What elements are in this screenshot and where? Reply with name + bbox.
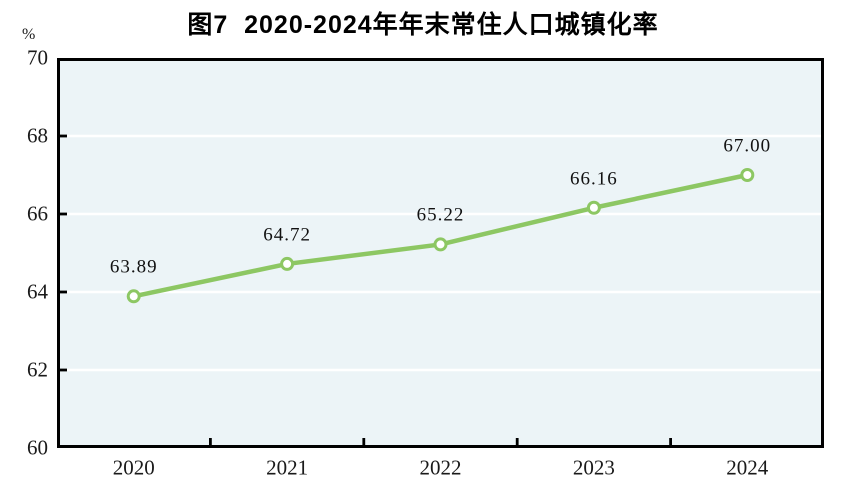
data-label: 64.72 <box>263 224 311 246</box>
x-tick-label: 2024 <box>726 455 769 480</box>
data-point-marker <box>280 256 295 271</box>
y-tick-label: 70 <box>27 45 48 70</box>
plot-area <box>57 58 824 448</box>
plot-border <box>57 58 824 448</box>
chart-title: 图7 2020-2024年年末常住人口城镇化率 <box>187 11 659 39</box>
plot-background <box>57 58 824 448</box>
y-tick-label: 66 <box>27 201 48 226</box>
x-tick-label: 2020 <box>112 455 155 480</box>
data-label: 65.22 <box>416 204 465 226</box>
x-tick-label: 2022 <box>419 455 462 480</box>
data-label: 67.00 <box>723 135 772 157</box>
data-point-marker <box>126 289 141 304</box>
y-tick-label: 60 <box>27 435 48 460</box>
data-point-marker <box>433 237 448 252</box>
y-tick-label: 64 <box>27 279 48 304</box>
data-label: 63.89 <box>109 256 158 278</box>
data-point-marker <box>740 168 755 182</box>
x-tick-label: 2023 <box>572 455 615 480</box>
y-axis-unit-label: % <box>22 26 36 43</box>
data-label: 66.16 <box>570 168 618 190</box>
y-tick-label: 68 <box>27 123 48 148</box>
data-point-marker <box>586 200 601 215</box>
y-tick-label: 62 <box>27 357 48 382</box>
x-tick-label: 2021 <box>266 455 309 480</box>
